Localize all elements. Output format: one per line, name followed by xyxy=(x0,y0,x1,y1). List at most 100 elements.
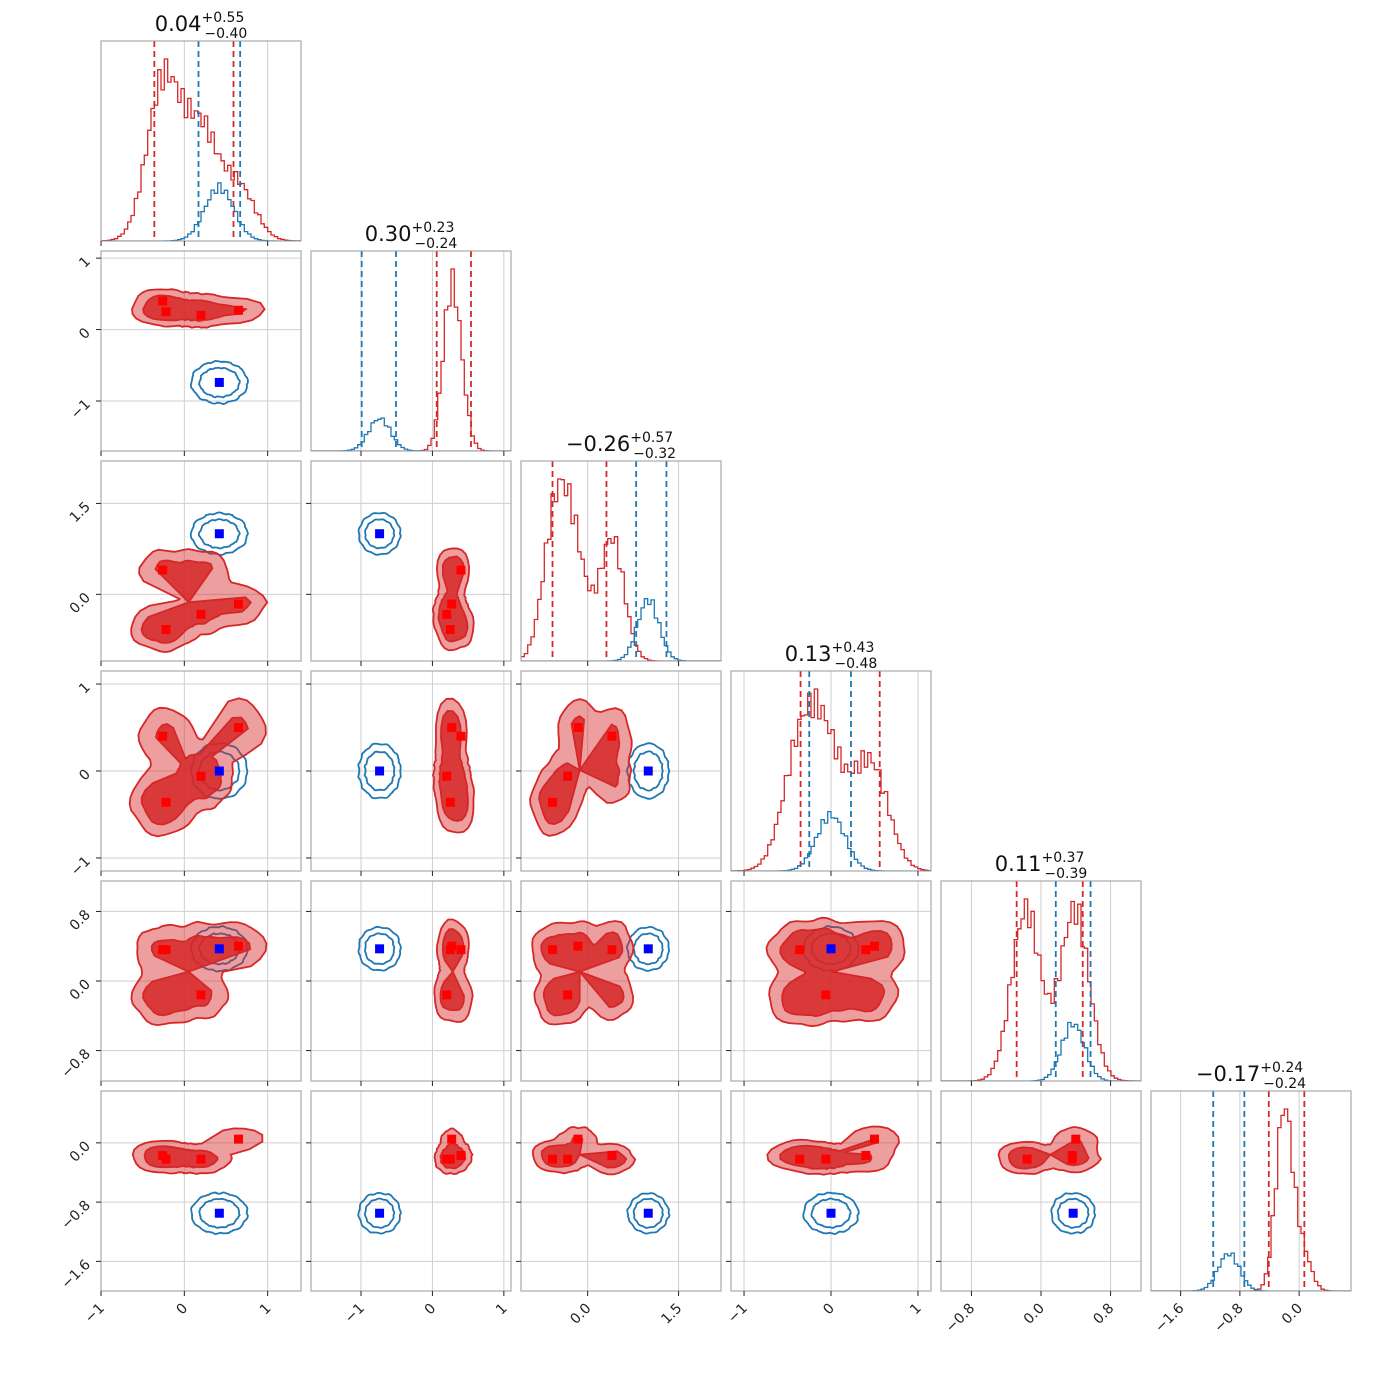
histogram-series-a xyxy=(941,898,1141,1081)
truth-marker-a-4 xyxy=(234,1134,243,1144)
title-upper-error: +0.55 xyxy=(201,10,244,26)
title-value: 0.30 xyxy=(365,222,412,246)
panel-frame xyxy=(100,460,302,662)
truth-marker-a-4 xyxy=(573,1134,583,1144)
truth-marker-b xyxy=(643,1208,653,1218)
scatter-panel-4-1 xyxy=(96,670,302,876)
y-tick-label: −1 xyxy=(68,853,94,879)
contour-series-b-outer xyxy=(802,1191,860,1236)
contour-series-b-inner xyxy=(363,1197,396,1229)
histogram-panel-4: 0.13+0.43 −0.48 xyxy=(730,640,932,876)
scatter-panel-6-4 xyxy=(726,1090,932,1296)
y-tick-label: −0.8 xyxy=(58,1198,93,1233)
histogram-panel-6: −0.17+0.24 −0.24 xyxy=(1150,1060,1352,1296)
histogram-panel-2: 0.30+0.23 −0.24 xyxy=(310,220,512,456)
truth-marker-a-1 xyxy=(607,731,617,741)
title-value: −0.17 xyxy=(1196,1062,1260,1086)
contour-series-b-inner xyxy=(632,1197,664,1229)
y-tick-label: 1.5 xyxy=(67,499,94,526)
histogram-series-a xyxy=(101,58,301,241)
histogram-series-b xyxy=(101,182,301,241)
scatter-panel-4-2 xyxy=(306,670,512,876)
truth-marker-a-3 xyxy=(442,771,452,781)
contour-series-b-outer xyxy=(357,511,402,556)
truth-marker-a-4 xyxy=(1071,1134,1081,1144)
truth-marker-a-3 xyxy=(196,990,206,1000)
contour-series-a-inner xyxy=(140,716,250,826)
scatter-panel-2-1 xyxy=(96,250,302,456)
y-tick-label: 0 xyxy=(76,325,94,343)
contour-series-b-outer xyxy=(189,511,249,556)
panel-frame xyxy=(100,40,302,242)
truth-marker-a-2 xyxy=(548,1154,558,1164)
x-tick-label: 1 xyxy=(493,1301,511,1319)
title-value: 0.13 xyxy=(785,642,832,666)
truth-marker-a-3 xyxy=(563,990,573,1000)
histogram-panel-3: −0.26+0.57 −0.32 xyxy=(520,430,722,666)
histogram-series-b xyxy=(311,417,511,451)
y-tick-label: 0.0 xyxy=(67,1138,94,1165)
truth-marker-b xyxy=(1068,1208,1078,1218)
panel-frame xyxy=(310,460,512,662)
scatter-panel-4-3 xyxy=(516,670,722,876)
truth-marker-a-1 xyxy=(607,1150,617,1160)
title-lower-error: −0.32 xyxy=(633,446,676,462)
contour-series-b-outer xyxy=(190,1191,249,1236)
contour-series-b-outer xyxy=(357,1191,402,1235)
histogram-series-b xyxy=(521,598,721,661)
truth-marker-b xyxy=(214,529,224,539)
panel-frame xyxy=(100,250,302,452)
contour-series-b-inner xyxy=(1056,1197,1090,1229)
histogram-series-a xyxy=(311,268,511,451)
panel-title-6: −0.17+0.24 −0.24 xyxy=(1196,1060,1306,1092)
y-tick-label: 0.8 xyxy=(67,907,94,934)
contour-series-b-outer xyxy=(626,1192,671,1235)
truth-marker-b xyxy=(826,1208,836,1218)
contour-series-a-inner xyxy=(140,559,253,644)
title-value: −0.26 xyxy=(566,432,630,456)
title-upper-error: +0.37 xyxy=(1041,850,1084,866)
contour-series-a-inner xyxy=(540,931,625,1017)
contour-series-b-inner xyxy=(364,518,396,550)
contour-series-b-inner xyxy=(363,750,396,792)
truth-marker-a-2 xyxy=(161,624,171,634)
truth-marker-a-1 xyxy=(456,565,466,575)
truth-marker-a-4 xyxy=(869,1134,879,1144)
truth-marker-a-2 xyxy=(161,307,171,317)
truth-marker-a-4 xyxy=(869,941,879,951)
truth-marker-a-3 xyxy=(563,771,573,781)
x-tick-label: −1 xyxy=(725,1301,751,1327)
panel-title-3: −0.26+0.57 −0.32 xyxy=(566,430,676,462)
contour-series-b-inner xyxy=(198,518,241,550)
truth-marker-a-2 xyxy=(548,945,558,955)
panel-frame xyxy=(520,1090,722,1292)
panel-title-4: 0.13+0.43 −0.48 xyxy=(785,640,878,672)
contour-series-b-outer xyxy=(357,742,402,800)
truth-marker-b xyxy=(826,944,836,954)
truth-marker-a-3 xyxy=(442,990,452,1000)
title-lower-error: −0.39 xyxy=(1044,866,1087,882)
truth-marker-b xyxy=(375,766,385,776)
truth-marker-a-3 xyxy=(442,1154,452,1164)
truth-marker-a-2 xyxy=(795,1154,805,1164)
histogram-series-a xyxy=(731,688,931,871)
scatter-panel-6-1 xyxy=(96,1090,302,1296)
truth-marker-a-2 xyxy=(795,945,805,955)
y-tick-label: −1.6 xyxy=(58,1257,93,1292)
truth-marker-a-4 xyxy=(234,941,243,951)
truth-marker-a-2 xyxy=(161,1154,171,1164)
title-upper-error: +0.23 xyxy=(411,220,454,236)
scatter-panel-3-2 xyxy=(306,460,512,666)
truth-marker-a-3 xyxy=(196,609,206,619)
x-tick-label: 0.0 xyxy=(567,1301,594,1328)
truth-marker-a-2 xyxy=(161,945,171,955)
y-tick-label: 0.0 xyxy=(67,590,94,617)
contour-series-a-inner xyxy=(142,934,252,1017)
truth-marker-a-3 xyxy=(442,609,452,619)
x-tick-label: 0 xyxy=(174,1301,192,1319)
truth-marker-a-3 xyxy=(821,1154,831,1164)
truth-marker-a-3 xyxy=(563,1154,573,1164)
truth-marker-b xyxy=(214,377,224,387)
x-tick-label: −1 xyxy=(82,1301,108,1327)
